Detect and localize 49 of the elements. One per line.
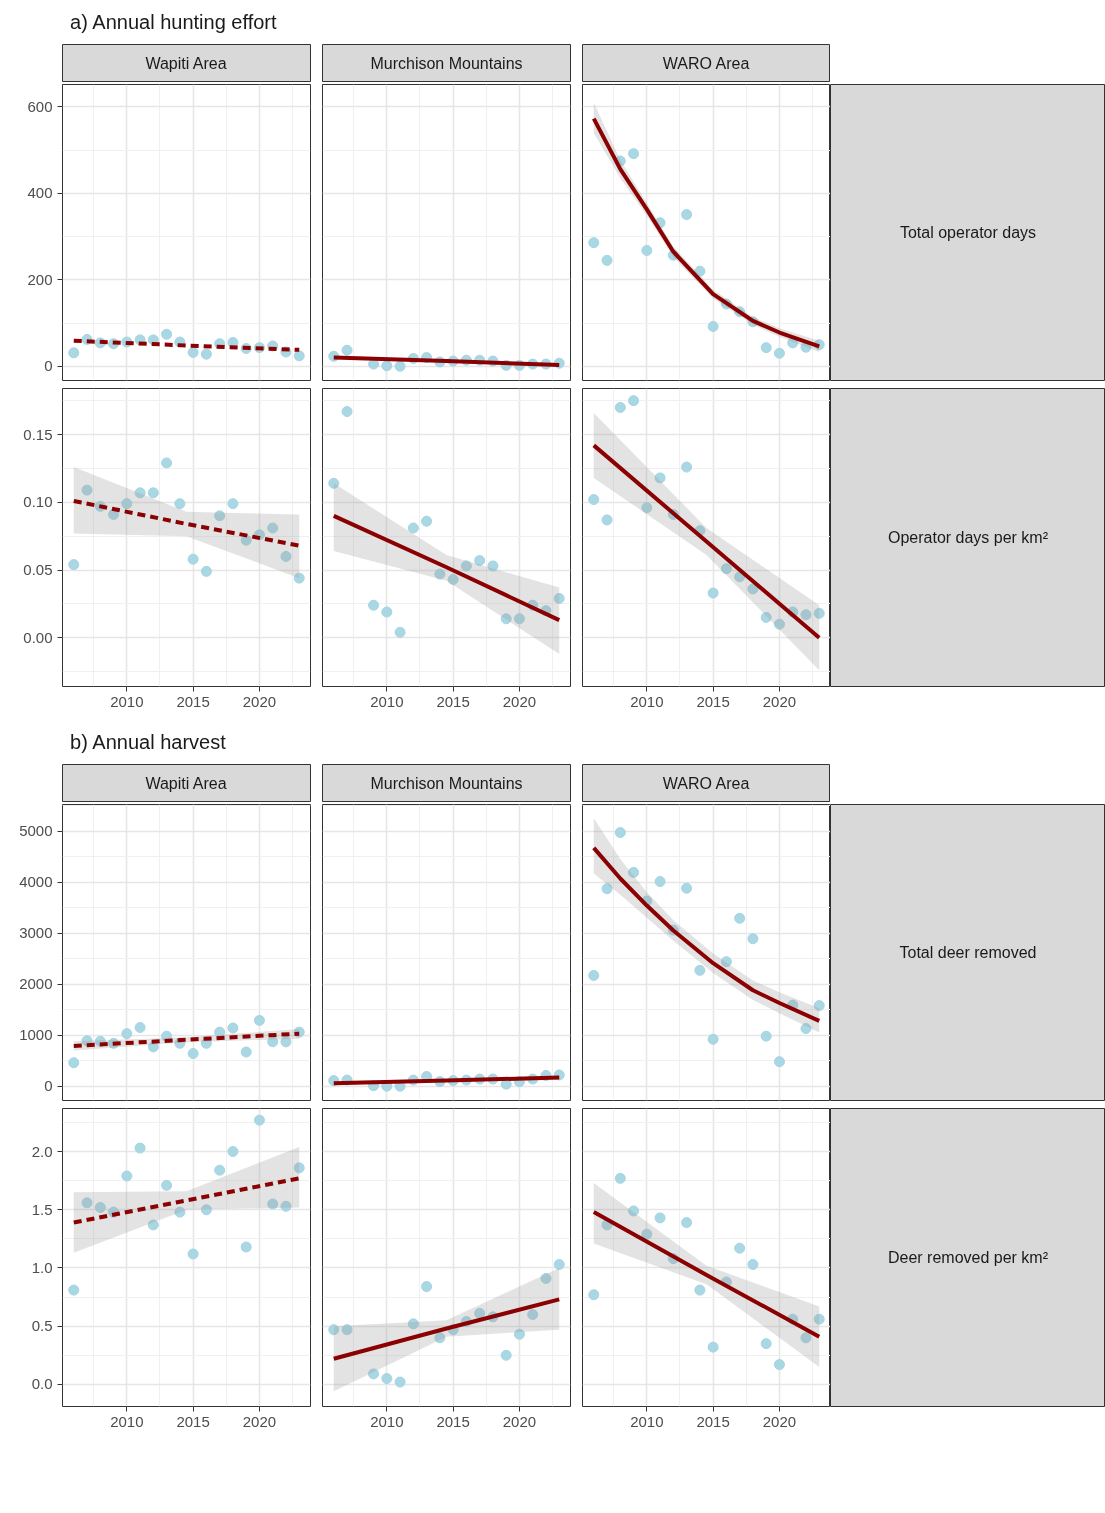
x-tick-label: 2010 — [630, 692, 664, 710]
x-tick-label: 2010 — [370, 1412, 404, 1430]
y-tick-label: 0.00 — [23, 628, 53, 646]
chart-title: WARO Area — [662, 775, 750, 792]
x-tick-label: 2015 — [436, 1412, 470, 1430]
y2-axis-title: Total deer removed — [899, 944, 1037, 961]
y-tick-label: 4000 — [19, 873, 53, 891]
x-tick-label: 2015 — [176, 692, 210, 710]
x-tick-label: 2020 — [502, 1412, 537, 1430]
y-tick-label: 0.0 — [31, 1375, 53, 1393]
x-tick-label: 2020 — [242, 692, 277, 710]
x-tick-label: 2015 — [436, 692, 470, 710]
chart-title: WARO Area — [662, 55, 750, 72]
text: a) Annual hunting effort — [70, 10, 278, 33]
x-tick-label: 2010 — [630, 1412, 664, 1430]
x-tick-label: 2020 — [242, 1412, 277, 1430]
x-tick-label: 2010 — [110, 692, 144, 710]
y-tick-label: 3000 — [19, 924, 53, 942]
x-tick-label: 2015 — [696, 1412, 730, 1430]
y-tick-label: 0.10 — [23, 493, 53, 511]
y2-axis-title: Total operator days — [899, 224, 1037, 241]
x-tick-label: 2020 — [762, 692, 797, 710]
y-tick-label: 2000 — [19, 975, 53, 993]
y-tick-label: 400 — [27, 184, 53, 202]
y-tick-label: 600 — [27, 97, 53, 115]
chart-title: Murchison Mountains — [370, 55, 523, 72]
chart-title: Murchison Mountains — [370, 775, 523, 792]
chart-title: Wapiti Area — [145, 55, 227, 72]
y2-axis-title: Deer removed per km² — [887, 1249, 1049, 1266]
y-tick-label: 1000 — [19, 1026, 53, 1044]
y-tick-label: 0.05 — [23, 561, 53, 579]
y-tick-label: 1.0 — [31, 1258, 53, 1276]
x-tick-label: 2015 — [176, 1412, 210, 1430]
x-tick-label: 2020 — [762, 1412, 797, 1430]
x-tick-label: 2020 — [502, 692, 537, 710]
y-tick-label: 0 — [44, 1077, 53, 1095]
y-tick-label: 200 — [27, 270, 53, 288]
chart-title: Wapiti Area — [145, 775, 227, 792]
y-tick-label: 2.0 — [31, 1142, 53, 1160]
y-tick-label: 1.5 — [31, 1200, 53, 1218]
y-tick-label: 0 — [44, 357, 53, 375]
y-tick-label: 5000 — [19, 822, 53, 840]
y2-axis-title: Operator days per km² — [887, 529, 1049, 546]
text: b) Annual harvest — [70, 730, 227, 753]
x-tick-label: 2015 — [696, 692, 730, 710]
y-tick-label: 0.15 — [23, 425, 53, 443]
x-tick-label: 2010 — [110, 1412, 144, 1430]
y-tick-label: 0.5 — [31, 1317, 53, 1335]
x-tick-label: 2010 — [370, 692, 404, 710]
